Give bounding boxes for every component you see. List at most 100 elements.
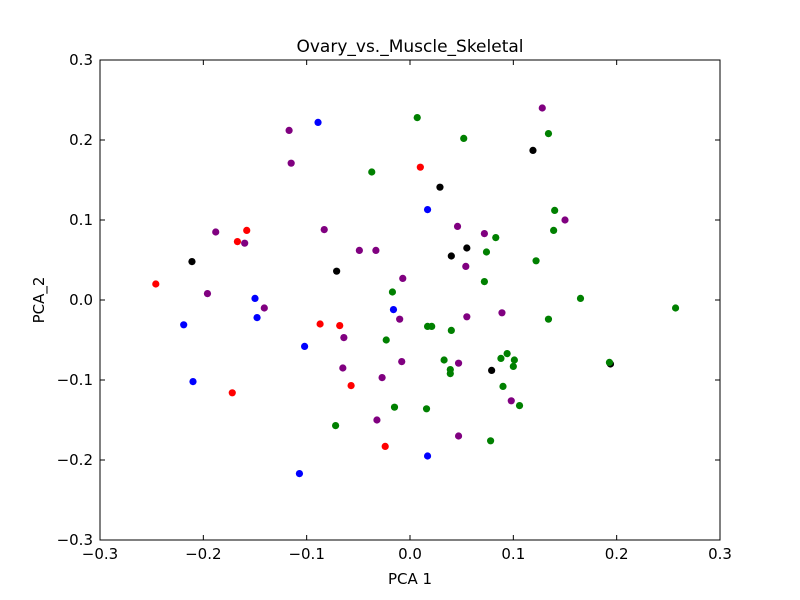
scatter-point	[453, 222, 462, 230]
x-tick-label: −0.1	[288, 545, 324, 563]
y-tick-label: −0.3	[57, 531, 93, 549]
scatter-point	[462, 262, 470, 270]
scatter-point	[447, 252, 455, 260]
scatter-point	[488, 366, 496, 374]
scatter-point	[382, 336, 390, 344]
y-axis-label: PCA_2	[30, 277, 49, 324]
scatter-point	[332, 422, 340, 430]
series-1	[152, 163, 424, 450]
scatter-point	[515, 402, 524, 410]
scatter-point	[396, 315, 404, 323]
scatter-point	[260, 304, 268, 312]
x-tick-label: 0.1	[501, 545, 525, 563]
series-2	[188, 146, 615, 374]
scatter-point	[544, 130, 553, 138]
scatter-point	[314, 118, 322, 126]
scatter-point	[482, 248, 491, 256]
scatter-point	[454, 432, 463, 440]
scatter-point	[487, 437, 495, 445]
scatter-point	[413, 114, 421, 122]
scatter-point	[497, 354, 505, 362]
scatter-point	[398, 358, 406, 366]
chart-title: Ovary_vs._Muscle_Skeletal	[296, 37, 523, 57]
scatter-point	[368, 168, 376, 176]
scatter-point	[544, 315, 553, 323]
scatter-point	[529, 146, 537, 154]
y-tick-label: 0.1	[69, 211, 93, 229]
x-tick-label: 0.0	[398, 545, 422, 563]
scatter-point	[301, 342, 309, 350]
scatter-point	[480, 278, 488, 286]
scatter-point	[372, 246, 380, 254]
x-tick-label: 0.2	[605, 545, 629, 563]
plot-background	[100, 60, 720, 540]
x-tick-label: −0.3	[82, 545, 118, 563]
points-layer	[152, 104, 680, 478]
scatter-point	[287, 159, 295, 167]
scatter-point	[463, 313, 471, 321]
scatter-point	[180, 321, 188, 329]
y-tick-label: 0.3	[69, 51, 93, 69]
scatter-point	[454, 359, 463, 367]
scatter-point	[423, 452, 432, 460]
scatter-point	[381, 442, 389, 450]
scatter-point	[378, 374, 386, 382]
scatter-point	[253, 314, 261, 322]
scatter-point	[498, 309, 506, 317]
ticks-layer: −0.3 −0.2 −0.1 0.0 0.1 0.2 0.3 −0.3 −0.2 −0.1 0.0 0…	[57, 51, 732, 563]
scatter-point	[605, 358, 614, 366]
scatter-point	[576, 294, 585, 302]
scatter-point	[436, 183, 444, 191]
scatter-point	[499, 382, 507, 390]
scatter-point	[251, 294, 259, 302]
scatter-point	[423, 206, 432, 214]
scatter-point	[389, 306, 398, 314]
scatter-point	[561, 216, 569, 224]
scatter-point	[228, 389, 236, 397]
scatter-point	[347, 382, 355, 390]
scatter-point	[480, 230, 488, 238]
scatter-point	[447, 326, 455, 334]
x-tick-label: 0.3	[708, 545, 732, 563]
series-4	[332, 114, 680, 445]
scatter-point	[671, 304, 680, 312]
scatter-point	[243, 226, 251, 234]
y-tick-label: −0.1	[57, 371, 93, 389]
scatter-point	[507, 397, 515, 405]
scatter-point	[320, 226, 328, 234]
series-0	[180, 118, 432, 478]
scatter-point	[285, 126, 293, 134]
y-tick-label: 0.2	[69, 131, 93, 149]
scatter-point	[446, 370, 454, 378]
scatter-point	[316, 320, 324, 328]
scatter-point	[336, 322, 344, 330]
scatter-point	[355, 246, 363, 254]
scatter-point	[189, 378, 197, 386]
scatter-point	[339, 364, 347, 372]
scatter-point	[233, 238, 242, 246]
scatter-point	[373, 416, 381, 424]
scatter-point	[509, 362, 517, 370]
scatter-point	[399, 274, 407, 282]
scatter-point	[463, 244, 471, 252]
scatter-point	[460, 134, 468, 142]
scatter-point	[188, 258, 196, 266]
x-tick-label: −0.2	[185, 545, 221, 563]
scatter-point	[203, 290, 212, 298]
scatter-point	[152, 280, 160, 288]
scatter-point	[390, 403, 399, 411]
scatter-point	[551, 206, 559, 214]
y-tick-label: 0.0	[69, 291, 93, 309]
scatter-point	[388, 288, 397, 296]
scatter-point	[510, 356, 518, 364]
x-axis-label: PCA 1	[388, 570, 432, 588]
scatter-point	[550, 226, 558, 234]
scatter-point	[295, 470, 304, 478]
scatter-point	[422, 405, 431, 413]
scatter-point	[212, 228, 220, 236]
y-tick-label: −0.2	[57, 451, 93, 469]
scatter-point	[340, 334, 348, 342]
scatter-point	[492, 234, 500, 242]
scatter-point	[503, 350, 511, 358]
